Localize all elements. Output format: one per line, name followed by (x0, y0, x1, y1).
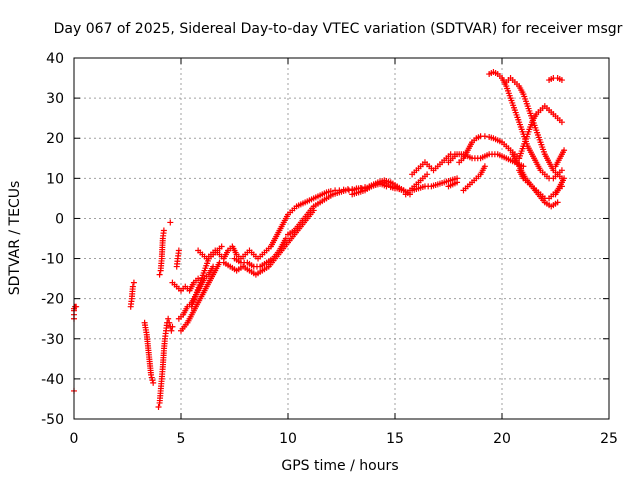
data-point (160, 227, 167, 234)
data-point (481, 133, 488, 140)
data-point (554, 199, 561, 206)
x-tick-label: 15 (386, 431, 404, 447)
data-point (156, 271, 163, 278)
data-point (169, 323, 176, 330)
y-tick-label: 10 (46, 171, 64, 187)
data-point (282, 235, 289, 242)
data-point (561, 147, 568, 154)
x-axis-label: GPS time / hours (281, 458, 398, 474)
y-tick-label: 0 (55, 211, 64, 227)
y-tick-label: 30 (46, 91, 64, 107)
data-point (561, 175, 568, 182)
data-point (148, 374, 155, 381)
data-point (155, 403, 162, 410)
data-point (149, 377, 156, 384)
axis-ticks (73, 57, 610, 420)
data-point (166, 319, 173, 326)
y-tick-label: -40 (41, 372, 64, 388)
x-tick-label: 10 (279, 431, 297, 447)
x-tick-label: 0 (70, 431, 79, 447)
data-point (165, 315, 172, 322)
data-point (168, 327, 175, 334)
data-point (218, 243, 225, 250)
data-points (71, 69, 568, 410)
y-axis-label: SDTVAR / TECUs (7, 181, 23, 296)
data-point (424, 171, 431, 178)
data-point (150, 379, 157, 386)
grid-lines (74, 58, 609, 419)
data-point (175, 247, 182, 254)
x-tick-label: 25 (600, 431, 618, 447)
data-point (454, 179, 461, 186)
y-tick-label: -10 (41, 252, 64, 268)
data-point (558, 119, 565, 126)
x-tick-label: 20 (493, 431, 511, 447)
y-tick-label: -50 (41, 412, 64, 428)
y-tick-label: 40 (46, 51, 64, 67)
data-point (558, 77, 565, 84)
plot-frame (73, 57, 610, 420)
data-point (148, 371, 155, 378)
data-point (129, 283, 136, 290)
x-tick-label: 5 (177, 431, 186, 447)
y-tick-label: -30 (41, 332, 64, 348)
data-point (481, 163, 488, 170)
chart-title: Day 067 of 2025, Sidereal Day-to-day VTE… (54, 21, 623, 37)
data-point (558, 167, 565, 174)
y-tick-label: 20 (46, 131, 64, 147)
tick-labels: 0 5 10 15 20 25 -50 -40 -30 -20 -10 0 10 20 30 40 (41, 51, 618, 447)
data-point (130, 279, 137, 286)
data-point (167, 219, 174, 226)
y-tick-label: -20 (41, 292, 64, 308)
